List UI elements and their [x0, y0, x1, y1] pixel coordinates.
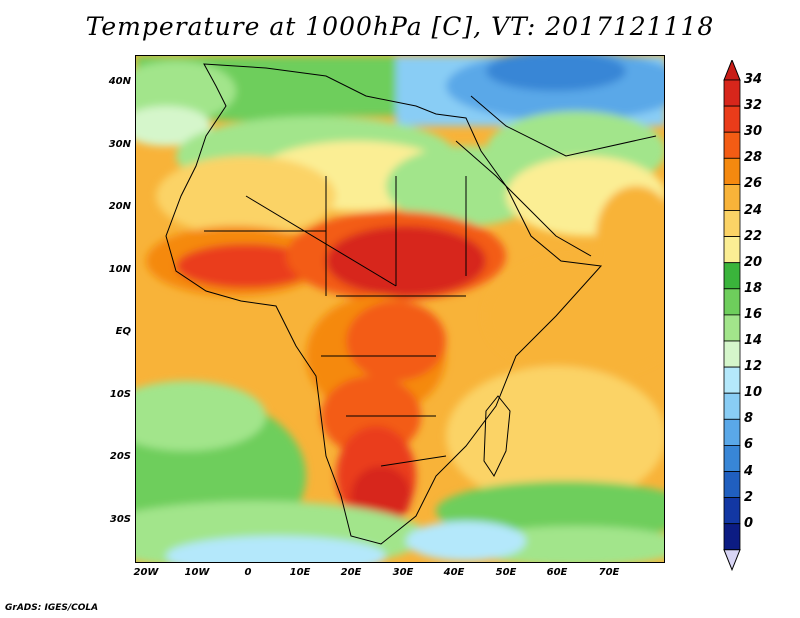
colorbar-swatch	[723, 340, 741, 368]
colorbar-label: 34	[744, 72, 763, 87]
lon-label-70e: 70E	[598, 567, 620, 578]
lat-label-40n: 40N	[108, 76, 131, 87]
colorbar-bottom-cap	[723, 549, 741, 572]
lat-label-30n: 30N	[108, 139, 131, 150]
lat-label-eq: EQ	[115, 326, 131, 337]
lon-label-20w: 20W	[133, 567, 159, 578]
colorbar-label: 22	[744, 228, 763, 244]
colorbar-swatch	[723, 79, 741, 107]
lat-label-30s: 30S	[109, 514, 131, 525]
colorbar-swatch	[723, 392, 741, 420]
colorbar-swatch	[723, 418, 741, 446]
colorbar-label: 28	[744, 150, 763, 166]
colorbar-label: 4	[744, 463, 754, 479]
colorbar-label: 26	[744, 176, 763, 192]
colorbar-swatch	[723, 288, 741, 316]
colorbar-swatch	[723, 184, 741, 211]
colorbar-swatch	[723, 523, 741, 551]
lon-label-10e: 10E	[289, 567, 311, 578]
colorbar-swatch	[723, 366, 741, 394]
lon-label-60e: 60E	[546, 567, 568, 578]
lat-label-20n: 20N	[108, 201, 131, 212]
lon-label-20e: 20E	[340, 567, 362, 578]
colorbar-top-cap	[723, 60, 741, 81]
colorbar-swatch	[723, 471, 741, 499]
colorbar-swatch	[723, 497, 741, 525]
colorbar-label: 12	[744, 359, 763, 375]
colorbar-label: 2	[744, 489, 754, 505]
colorbar-label: 10	[744, 385, 763, 401]
colorbar-swatch	[723, 210, 741, 238]
lon-label-40e: 40E	[443, 567, 465, 578]
colorbar-label: 24	[744, 202, 763, 218]
colorbar-label: 20	[744, 254, 763, 270]
lat-label-20s: 20S	[109, 451, 131, 462]
colorbar-label: 0	[744, 515, 754, 531]
colorbar-swatch	[723, 236, 741, 264]
colorbar-label: 14	[744, 333, 763, 348]
colorbar-label: 32	[744, 98, 763, 114]
lat-label-10s: 10S	[109, 389, 131, 400]
temperature-map	[135, 55, 665, 563]
map-title: Temperature at 1000hPa [C], VT: 20171211…	[85, 12, 715, 41]
colorbar-swatch	[723, 131, 741, 159]
lon-label-50e: 50E	[495, 567, 517, 578]
colorbar-swatch	[723, 262, 741, 290]
colorbar-swatch	[723, 157, 741, 185]
lon-label-30e: 30E	[392, 567, 414, 578]
colorbar-swatch	[723, 105, 741, 133]
colorbar-label: 8	[744, 411, 754, 427]
colorbar	[723, 60, 741, 572]
lon-label-10w: 10W	[184, 567, 210, 578]
colorbar-swatch	[723, 444, 741, 472]
colorbar-swatch	[723, 314, 741, 342]
credit-text: GrADS: IGES/COLA	[5, 603, 99, 613]
colorbar-label: 30	[744, 124, 763, 140]
lon-label-0: 0	[244, 567, 252, 578]
colorbar-label: 18	[744, 280, 763, 296]
colorbar-label: 6	[744, 437, 754, 453]
colorbar-label: 16	[744, 306, 763, 322]
lat-label-10n: 10N	[108, 264, 131, 275]
temperature-field	[136, 56, 664, 562]
coastline-outline	[165, 63, 657, 545]
